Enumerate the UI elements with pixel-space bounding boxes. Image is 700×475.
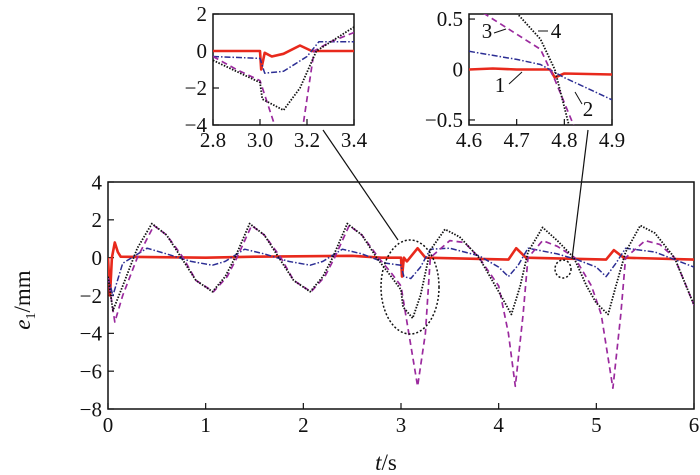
x-tick-label: 3.2: [294, 128, 320, 152]
series-2-line: [469, 50, 612, 101]
main-plot: 0 1 2 3 4 5 6 4 2 0 −2 −4 −6 −8: [80, 170, 700, 437]
series-1-line: [213, 44, 354, 71]
inset-right: 4.6 4.7 4.8 4.9 0.5 0 −0.5 1 2 3 4: [425, 7, 625, 152]
curve-label-leader: [508, 71, 523, 85]
x-tick-label: 4.8: [551, 128, 577, 152]
y-tick-label: 0.5: [437, 7, 463, 31]
curve-label-4: 4: [551, 19, 562, 43]
series-1-line: [108, 241, 694, 297]
curve-label-3: 3: [482, 19, 493, 43]
x-tick-label: 6: [689, 413, 700, 437]
annotations: [322, 129, 589, 335]
zoom-ellipse-small: [554, 259, 572, 279]
x-tick-label: 4.6: [456, 128, 482, 152]
curve-label-2: 2: [583, 97, 594, 121]
y-tick-label: −8: [80, 397, 102, 421]
x-tick-label: 0: [103, 413, 114, 437]
series-3-line: [213, 31, 354, 125]
connector-line-left: [322, 129, 399, 241]
series-2-line: [108, 247, 694, 297]
series-4-line: [108, 222, 694, 320]
x-axis-label: t/s: [375, 450, 397, 475]
y-axis-label: e1/mm: [10, 270, 39, 329]
y-tick-label: 0: [197, 39, 208, 63]
plot-frame: [107, 181, 695, 410]
x-tick-label: 2.8: [200, 128, 226, 152]
y-tick-label: −6: [80, 360, 102, 384]
x-tick-label: 4: [493, 413, 504, 437]
x-tick-label: 1: [200, 413, 211, 437]
y-tick-label: 4: [92, 170, 103, 194]
y-tick-label: 0: [453, 58, 464, 82]
x-tick-label: 3: [396, 413, 407, 437]
plot-frame: [212, 13, 355, 126]
curve-label-1: 1: [495, 73, 506, 97]
y-tick-label: −4: [80, 322, 103, 346]
series-4-line: [516, 14, 570, 125]
x-tick-label: 5: [591, 413, 602, 437]
y-tick-label: 2: [197, 2, 208, 26]
zoom-ellipse-large: [380, 239, 440, 335]
y-tick-label: −4: [185, 113, 208, 137]
y-tick-label: −2: [80, 284, 102, 308]
x-tick-label: 3.0: [247, 128, 273, 152]
y-tick-label: 2: [92, 208, 103, 232]
connector-line-right: [571, 129, 589, 260]
x-tick-label: 4.7: [504, 128, 530, 152]
x-tick-label: 2: [298, 413, 309, 437]
inset-left: 2.8 3.0 3.2 3.4 2 0 −2 −4: [185, 2, 368, 152]
series-4-line: [213, 26, 354, 112]
x-tick-label: 3.4: [341, 128, 368, 152]
y-tick-label: 0: [92, 246, 103, 270]
series-2-line: [213, 41, 354, 74]
curve-label-leader: [574, 91, 583, 105]
y-tick-label: −2: [185, 76, 207, 100]
curve-label-leader: [493, 28, 507, 34]
y-tick-label: −0.5: [425, 108, 463, 132]
x-tick-label: 4.9: [599, 128, 625, 152]
